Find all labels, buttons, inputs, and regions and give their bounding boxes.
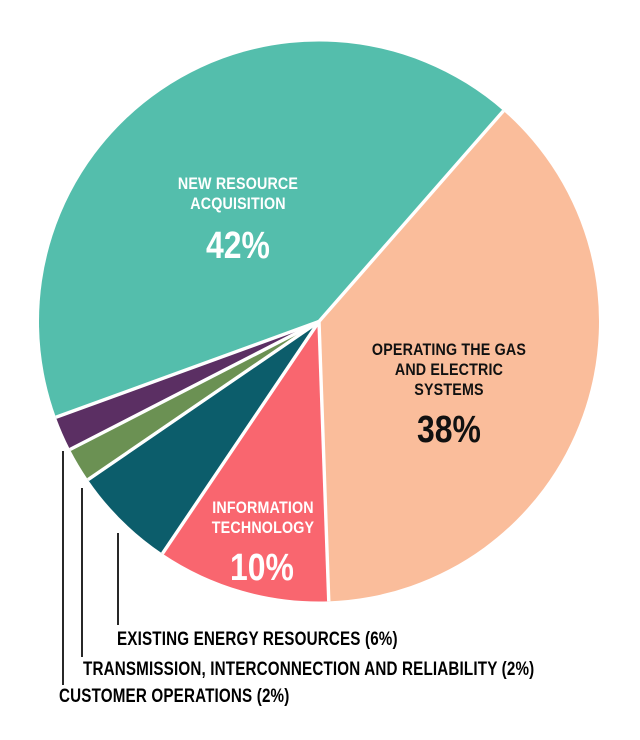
pie-slice-transmission-interconnection-and-reliability — [69, 321, 320, 480]
pie-slice-new-resource-acquisition — [39, 41, 504, 418]
slice-separator — [161, 320, 321, 555]
pie-slice-information-technology — [162, 321, 329, 602]
callout-label-transmission-interconnection-and-reliability: TRANSMISSION, INTERCONNECTION AND RELIAB… — [83, 659, 535, 680]
callout-label-customer-operations: CUSTOMER OPERATIONS (2%) — [59, 686, 290, 707]
slice-separator — [317, 109, 505, 323]
slice-percent-operating-the-gas-and-electric-systems: 38% — [417, 409, 481, 451]
slice-percent-new-resource-acquisition: 42% — [206, 225, 270, 267]
pie-slices-group — [39, 41, 600, 602]
slice-label-line: NEW RESOURCE — [177, 174, 299, 193]
slice-label-line: TECHNOLOGY — [211, 518, 315, 537]
slice-percent-information-technology: 10% — [230, 547, 294, 589]
slice-label-line: ACQUISITION — [190, 194, 286, 213]
slice-label-line: SYSTEMS — [414, 380, 484, 399]
pie-slice-existing-energy-resources — [87, 321, 319, 554]
slice-label-line: INFORMATION — [212, 498, 314, 517]
slice-separator — [87, 320, 320, 482]
slice-label-information-technology: INFORMATION TECHNOLOGY — [171, 498, 356, 538]
slice-label-line: OPERATING THE GAS — [371, 340, 527, 359]
slice-label-operating-the-gas-and-electric-systems: OPERATING THE GAS AND ELECTRIC SYSTEMS — [357, 340, 542, 400]
slice-separator — [317, 321, 331, 602]
slice-label-new-resource-acquisition: NEW RESOURCE ACQUISITION — [146, 174, 331, 214]
slice-separator — [69, 319, 320, 452]
pie-slice-operating-the-gas-and-electric-systems — [319, 110, 600, 602]
slice-separator — [55, 319, 320, 419]
slice-label-line: AND ELECTRIC — [394, 360, 504, 379]
callout-label-existing-energy-resources: EXISTING ENERGY RESOURCES (6%) — [117, 629, 398, 650]
